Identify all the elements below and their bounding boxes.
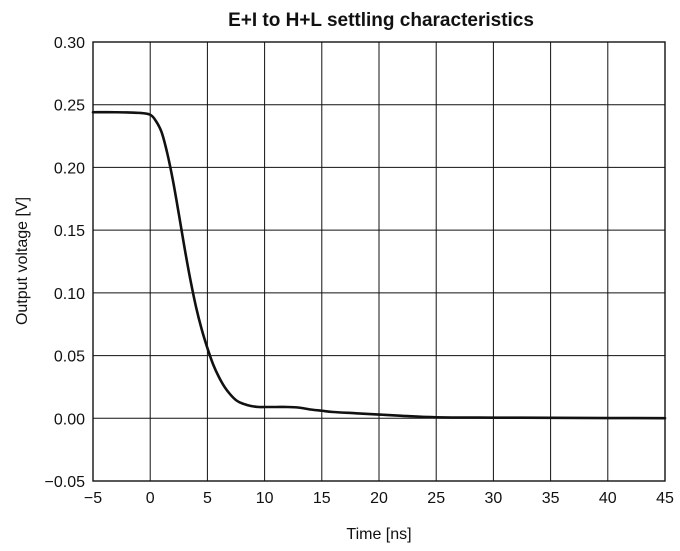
x-tick-label: 0 xyxy=(146,490,155,507)
y-tick-label: 0.05 xyxy=(54,349,85,366)
series-layer xyxy=(91,110,667,420)
x-tick-label: 25 xyxy=(427,490,445,507)
plot-frame xyxy=(92,41,666,482)
chart-title: E+I to H+L settling characteristics xyxy=(228,10,534,31)
x-tick-label: 15 xyxy=(313,490,331,507)
y-tick-label: 0.00 xyxy=(54,411,85,428)
x-tick-label: 45 xyxy=(656,490,674,507)
y-tick-label: 0.10 xyxy=(54,286,85,303)
y-axis-label: Output voltage [V] xyxy=(14,197,31,325)
x-axis-label: Time [ns] xyxy=(346,526,411,543)
x-tick-label: 10 xyxy=(256,490,274,507)
x-tick-label: 40 xyxy=(599,490,617,507)
y-axis-ticks: −0.05 0.00 0.05 0.10 0.15 0.20 0.25 0.30 xyxy=(45,35,86,491)
y-tick-label: −0.05 xyxy=(45,474,86,491)
y-tick-label: 0.25 xyxy=(54,98,85,115)
series-line xyxy=(91,110,667,420)
y-tick-label: 0.20 xyxy=(54,160,85,177)
y-tick-label: 0.15 xyxy=(54,223,85,240)
x-axis-ticks: −5 0 5 10 15 20 25 30 35 40 45 xyxy=(84,490,674,507)
x-tick-label: 5 xyxy=(203,490,212,507)
x-tick-label: 20 xyxy=(370,490,388,507)
x-tick-label: −5 xyxy=(84,490,102,507)
y-tick-label: 0.30 xyxy=(54,35,85,52)
x-tick-label: 30 xyxy=(485,490,503,507)
x-tick-label: 35 xyxy=(542,490,560,507)
